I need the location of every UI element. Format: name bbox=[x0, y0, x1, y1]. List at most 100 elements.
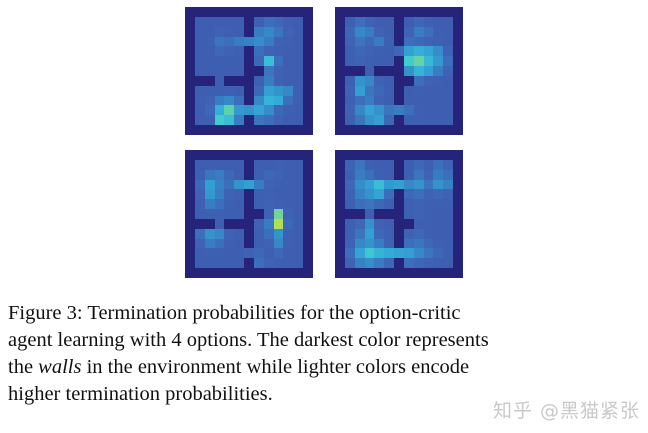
heatmap-wall-cell bbox=[394, 56, 404, 67]
heatmap-cell bbox=[413, 209, 424, 219]
heatmap-cell bbox=[234, 189, 245, 200]
heatmap-wall-cell bbox=[335, 228, 345, 239]
heatmap-cell bbox=[374, 248, 385, 259]
heatmap-cell bbox=[374, 105, 385, 116]
heatmap-wall-cell bbox=[303, 248, 313, 259]
caption-line-3-part-b: in the environment while lighter colors … bbox=[81, 356, 470, 378]
heatmap-wall-cell bbox=[364, 125, 375, 135]
heatmap-cell bbox=[374, 75, 385, 86]
heatmap-wall-cell bbox=[394, 125, 404, 135]
heatmap-wall-cell bbox=[253, 209, 264, 219]
heatmap-cell bbox=[253, 258, 264, 269]
heatmap-row-top bbox=[0, 0, 648, 135]
heatmap-wall-cell bbox=[433, 7, 444, 17]
heatmap-cell bbox=[344, 189, 355, 200]
heatmap-wall-cell bbox=[453, 159, 463, 170]
heatmap-wall-cell bbox=[374, 125, 385, 135]
heatmap-cell bbox=[253, 16, 264, 27]
heatmap-cell bbox=[403, 169, 414, 180]
heatmap-wall-cell bbox=[453, 66, 463, 76]
heatmap-wall-cell bbox=[303, 95, 313, 106]
heatmap-cell bbox=[263, 218, 274, 229]
heatmap-wall-cell bbox=[283, 150, 294, 160]
heatmap-cell bbox=[224, 56, 235, 67]
heatmap-wall-cell bbox=[263, 7, 274, 17]
caption-line-2: agent learning with 4 options. The darke… bbox=[8, 329, 489, 351]
heatmap-wall-cell bbox=[185, 26, 195, 37]
heatmap-cell bbox=[214, 115, 225, 126]
heatmap-wall-cell bbox=[453, 7, 463, 17]
heatmap-cell bbox=[204, 56, 215, 67]
heatmap-wall-cell bbox=[303, 218, 313, 229]
heatmap-cell bbox=[344, 179, 355, 190]
heatmap-cell bbox=[354, 248, 365, 259]
heatmap-cell bbox=[253, 228, 264, 239]
heatmap-wall-cell bbox=[185, 179, 195, 190]
heatmap-wall-cell bbox=[335, 26, 345, 37]
heatmap-wall-cell bbox=[303, 189, 313, 200]
heatmap-cell bbox=[224, 258, 235, 269]
heatmap-wall-cell bbox=[443, 268, 454, 278]
heatmap-cell bbox=[403, 115, 414, 126]
heatmap-wall-cell bbox=[354, 268, 365, 278]
heatmap-wall-cell bbox=[214, 150, 225, 160]
heatmap-wall-cell bbox=[335, 66, 345, 76]
heatmap-cell bbox=[394, 46, 404, 57]
heatmap-cell bbox=[224, 209, 235, 219]
heatmap-cell bbox=[263, 238, 274, 249]
heatmap-wall-cell bbox=[303, 46, 313, 57]
caption-line-3: the walls in the environment while light… bbox=[8, 354, 640, 381]
heatmap-wall-cell bbox=[244, 16, 254, 27]
heatmap-cell bbox=[214, 16, 225, 27]
heatmap-cell bbox=[234, 26, 245, 37]
heatmap-wall-cell bbox=[453, 36, 463, 47]
heatmap-wall-cell bbox=[303, 209, 313, 219]
heatmap-cell bbox=[423, 258, 434, 269]
heatmap-wall-cell bbox=[244, 218, 254, 229]
heatmap-cell bbox=[413, 66, 424, 76]
heatmap-cell bbox=[384, 16, 395, 27]
heatmap-wall-cell bbox=[384, 150, 395, 160]
heatmap-cell bbox=[283, 209, 294, 219]
heatmap-cell bbox=[234, 56, 245, 67]
heatmap-wall-cell bbox=[293, 7, 304, 17]
heatmap-cell bbox=[293, 248, 304, 259]
heatmap-wall-cell bbox=[453, 258, 463, 269]
heatmap-cell bbox=[433, 159, 444, 170]
heatmap-cell bbox=[433, 179, 444, 190]
heatmap-wall-cell bbox=[453, 95, 463, 106]
heatmap-cell bbox=[224, 16, 235, 27]
heatmap-cell bbox=[433, 218, 444, 229]
heatmap-wall-cell bbox=[224, 218, 235, 229]
heatmap-cell bbox=[293, 238, 304, 249]
heatmap-cell bbox=[403, 179, 414, 190]
heatmap-cell bbox=[273, 209, 284, 219]
heatmap-wall-cell bbox=[204, 7, 215, 17]
heatmap-wall-cell bbox=[394, 150, 404, 160]
heatmap-cell bbox=[204, 159, 215, 170]
heatmap-cell bbox=[433, 16, 444, 27]
heatmap-wall-cell bbox=[335, 105, 345, 116]
heatmap-cell bbox=[423, 189, 434, 200]
heatmap-cell bbox=[384, 36, 395, 47]
heatmap-cell bbox=[214, 66, 225, 76]
heatmap-cell bbox=[413, 199, 424, 210]
heatmap-cell bbox=[224, 85, 235, 96]
heatmap-cell bbox=[273, 258, 284, 269]
heatmap-cell bbox=[214, 248, 225, 259]
heatmap-cell bbox=[443, 179, 454, 190]
heatmap-wall-cell bbox=[185, 159, 195, 170]
heatmap-cell bbox=[344, 56, 355, 67]
heatmap-wall-cell bbox=[453, 26, 463, 37]
heatmap-wall-cell bbox=[244, 125, 254, 135]
heatmap-row-bottom bbox=[0, 135, 648, 278]
heatmap-wall-cell bbox=[185, 85, 195, 96]
heatmap-wall-cell bbox=[224, 7, 235, 17]
heatmap-cell bbox=[253, 75, 264, 86]
heatmap-cell bbox=[403, 209, 414, 219]
heatmap-cell bbox=[364, 66, 375, 76]
heatmap-cell bbox=[354, 169, 365, 180]
heatmap-cell bbox=[364, 75, 375, 86]
heatmap-cell bbox=[224, 115, 235, 126]
heatmap-cell bbox=[344, 95, 355, 106]
